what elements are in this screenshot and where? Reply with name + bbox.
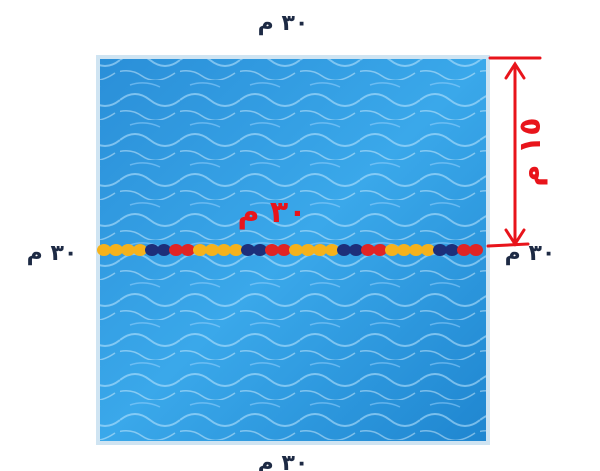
rope-float (301, 244, 315, 256)
rope-float (253, 244, 267, 256)
rope-float (433, 244, 447, 256)
rope-float (445, 244, 459, 256)
rope-float (265, 244, 279, 256)
rope-float (421, 244, 435, 256)
rope-length-annotation: ٣٠ م (237, 195, 306, 230)
rope-float (349, 244, 363, 256)
lane-rope (97, 244, 483, 256)
bottom-label: ٣٠ م (258, 451, 309, 471)
rope-float (337, 244, 351, 256)
dimension-annotation (486, 56, 542, 248)
rope-float (469, 244, 483, 256)
rope-float (229, 244, 243, 256)
rope-float (241, 244, 255, 256)
rope-float (217, 244, 231, 256)
rope-float (169, 244, 183, 256)
rope-float (385, 244, 399, 256)
rope-float (457, 244, 471, 256)
rope-float (409, 244, 423, 256)
rope-float (121, 244, 135, 256)
rope-float (289, 244, 303, 256)
top-label: ٣٠ م (258, 11, 309, 36)
rope-float (133, 244, 147, 256)
rope-float (97, 244, 111, 256)
rope-float (373, 244, 387, 256)
rope-float (277, 244, 291, 256)
half-width-annotation: ١٥ م (513, 117, 548, 186)
rope-float (145, 244, 159, 256)
rope-float (397, 244, 411, 256)
rope-float (205, 244, 219, 256)
rope-float (325, 244, 339, 256)
rope-float (361, 244, 375, 256)
left-label: ٣٠ م (27, 241, 78, 266)
rope-float (193, 244, 207, 256)
rope-float (109, 244, 123, 256)
rope-float (313, 244, 327, 256)
rope-float (181, 244, 195, 256)
rope-float (157, 244, 171, 256)
